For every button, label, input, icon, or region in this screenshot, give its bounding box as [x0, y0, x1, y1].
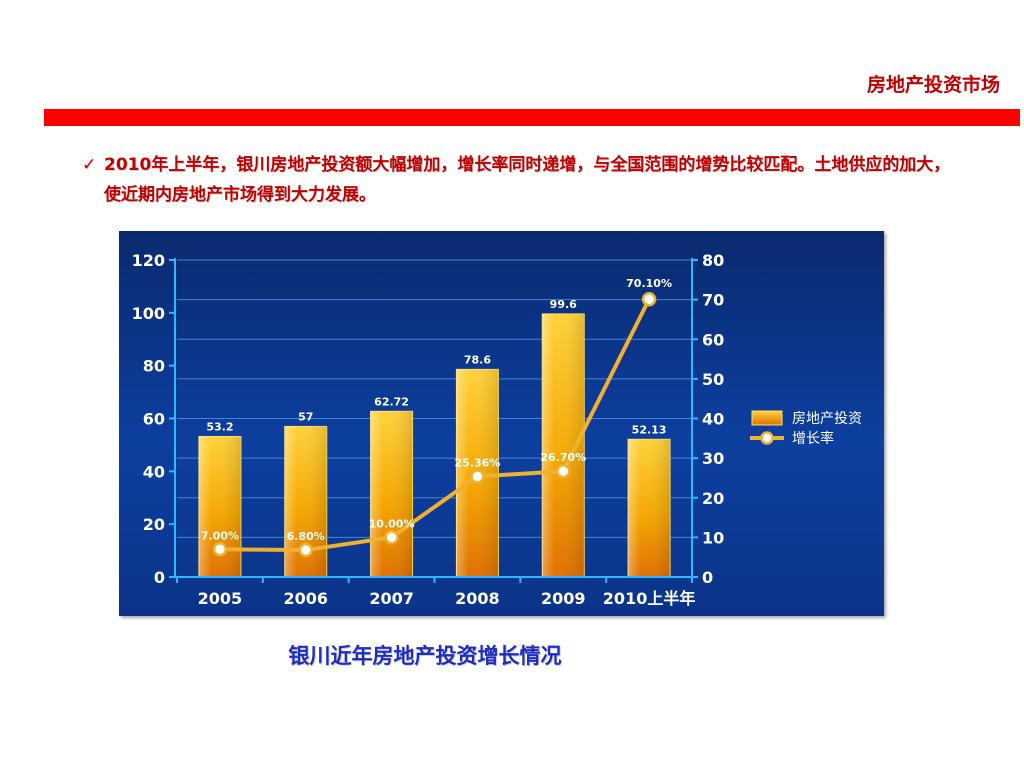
right-tick-label: 70 [702, 291, 724, 310]
growth-rate-label: 70.10% [626, 277, 672, 290]
x-tick-label: 2010上半年 [603, 589, 696, 608]
left-tick-label: 120 [132, 251, 165, 270]
left-tick-label: 60 [143, 410, 165, 429]
bar-shade [628, 439, 671, 577]
right-tick-label: 50 [702, 370, 724, 389]
growth-rate-point [298, 542, 313, 558]
bar-value-label: 78.6 [464, 353, 491, 366]
growth-rate-label: 6.80% [287, 530, 325, 543]
bar-value-label: 52.13 [632, 423, 667, 436]
left-tick-label: 40 [143, 462, 165, 481]
right-tick-label: 0 [702, 568, 713, 587]
growth-rate-label: 7.00% [201, 529, 239, 542]
investment-chart: 0 20 40 60 80 100 120 0 10 20 30 40 50 60 70 80 2005 2006… [119, 231, 884, 616]
legend-swatch-bar [751, 410, 783, 426]
bar-shade [370, 411, 413, 577]
legend-swatch-point [760, 431, 774, 445]
axes: 0 20 40 60 80 100 120 0 10 20 30 40 50 60 70 80 2005 2006… [132, 251, 725, 608]
chart-caption: 银川近年房地产投资增长情况 [288, 644, 562, 668]
growth-rate-label: 10.00% [369, 517, 415, 530]
left-tick-label: 80 [143, 357, 165, 376]
growth-rate-line [219, 298, 651, 553]
data-labels: 53.2 57 62.72 78.6 99.6 52.13 7.00% 6.80% 10.00%… [201, 277, 672, 543]
x-tick-label: 2006 [283, 589, 328, 608]
growth-rate-point [641, 291, 657, 307]
bullet-paragraph: ✓ 2010年上半年，银川房地产投资额大幅增加，增长率同时递增，与全国范围的增势… [82, 150, 962, 210]
growth-rate-label: 25.36% [455, 457, 501, 470]
right-tick-label: 20 [702, 489, 724, 508]
bar-value-label: 57 [298, 410, 313, 423]
x-tick-label: 2007 [369, 589, 414, 608]
left-tick-label: 100 [132, 304, 165, 323]
chart-canvas: 0 20 40 60 80 100 120 0 10 20 30 40 50 60 70 80 2005 2006… [132, 251, 862, 608]
right-tick-label: 80 [702, 251, 724, 270]
header-divider-bar [44, 109, 1020, 126]
bar-value-label: 62.72 [374, 395, 409, 408]
growth-rate-label: 26.70% [540, 451, 586, 464]
x-tick-label: 2008 [455, 589, 500, 608]
growth-rate-point [470, 469, 485, 484]
bullet-text: 2010年上半年，银川房地产投资额大幅增加，增长率同时递增，与全国范围的增势比较… [104, 155, 951, 205]
right-tick-label: 30 [702, 449, 724, 468]
right-tick-label: 10 [702, 528, 724, 547]
line-series [212, 291, 657, 558]
growth-rate-point [556, 463, 571, 479]
legend-label-bar: 房地产投资 [792, 411, 862, 427]
section-title: 房地产投资市场 [866, 74, 1000, 96]
growth-rate-point [384, 530, 399, 545]
legend-label-line: 增长率 [792, 430, 834, 447]
right-tick-label: 40 [702, 410, 724, 429]
left-tick-label: 20 [143, 515, 165, 534]
right-tick-label: 60 [702, 330, 724, 349]
bar-value-label: 99.6 [550, 298, 577, 311]
bar-value-label: 53.2 [206, 420, 233, 433]
x-tick-label: 2005 [198, 589, 243, 608]
grid-lines [177, 259, 692, 578]
x-tick-label: 2009 [541, 589, 586, 608]
left-tick-label: 0 [154, 568, 165, 587]
check-icon: ✓ [82, 155, 97, 175]
growth-rate-point [212, 542, 228, 557]
